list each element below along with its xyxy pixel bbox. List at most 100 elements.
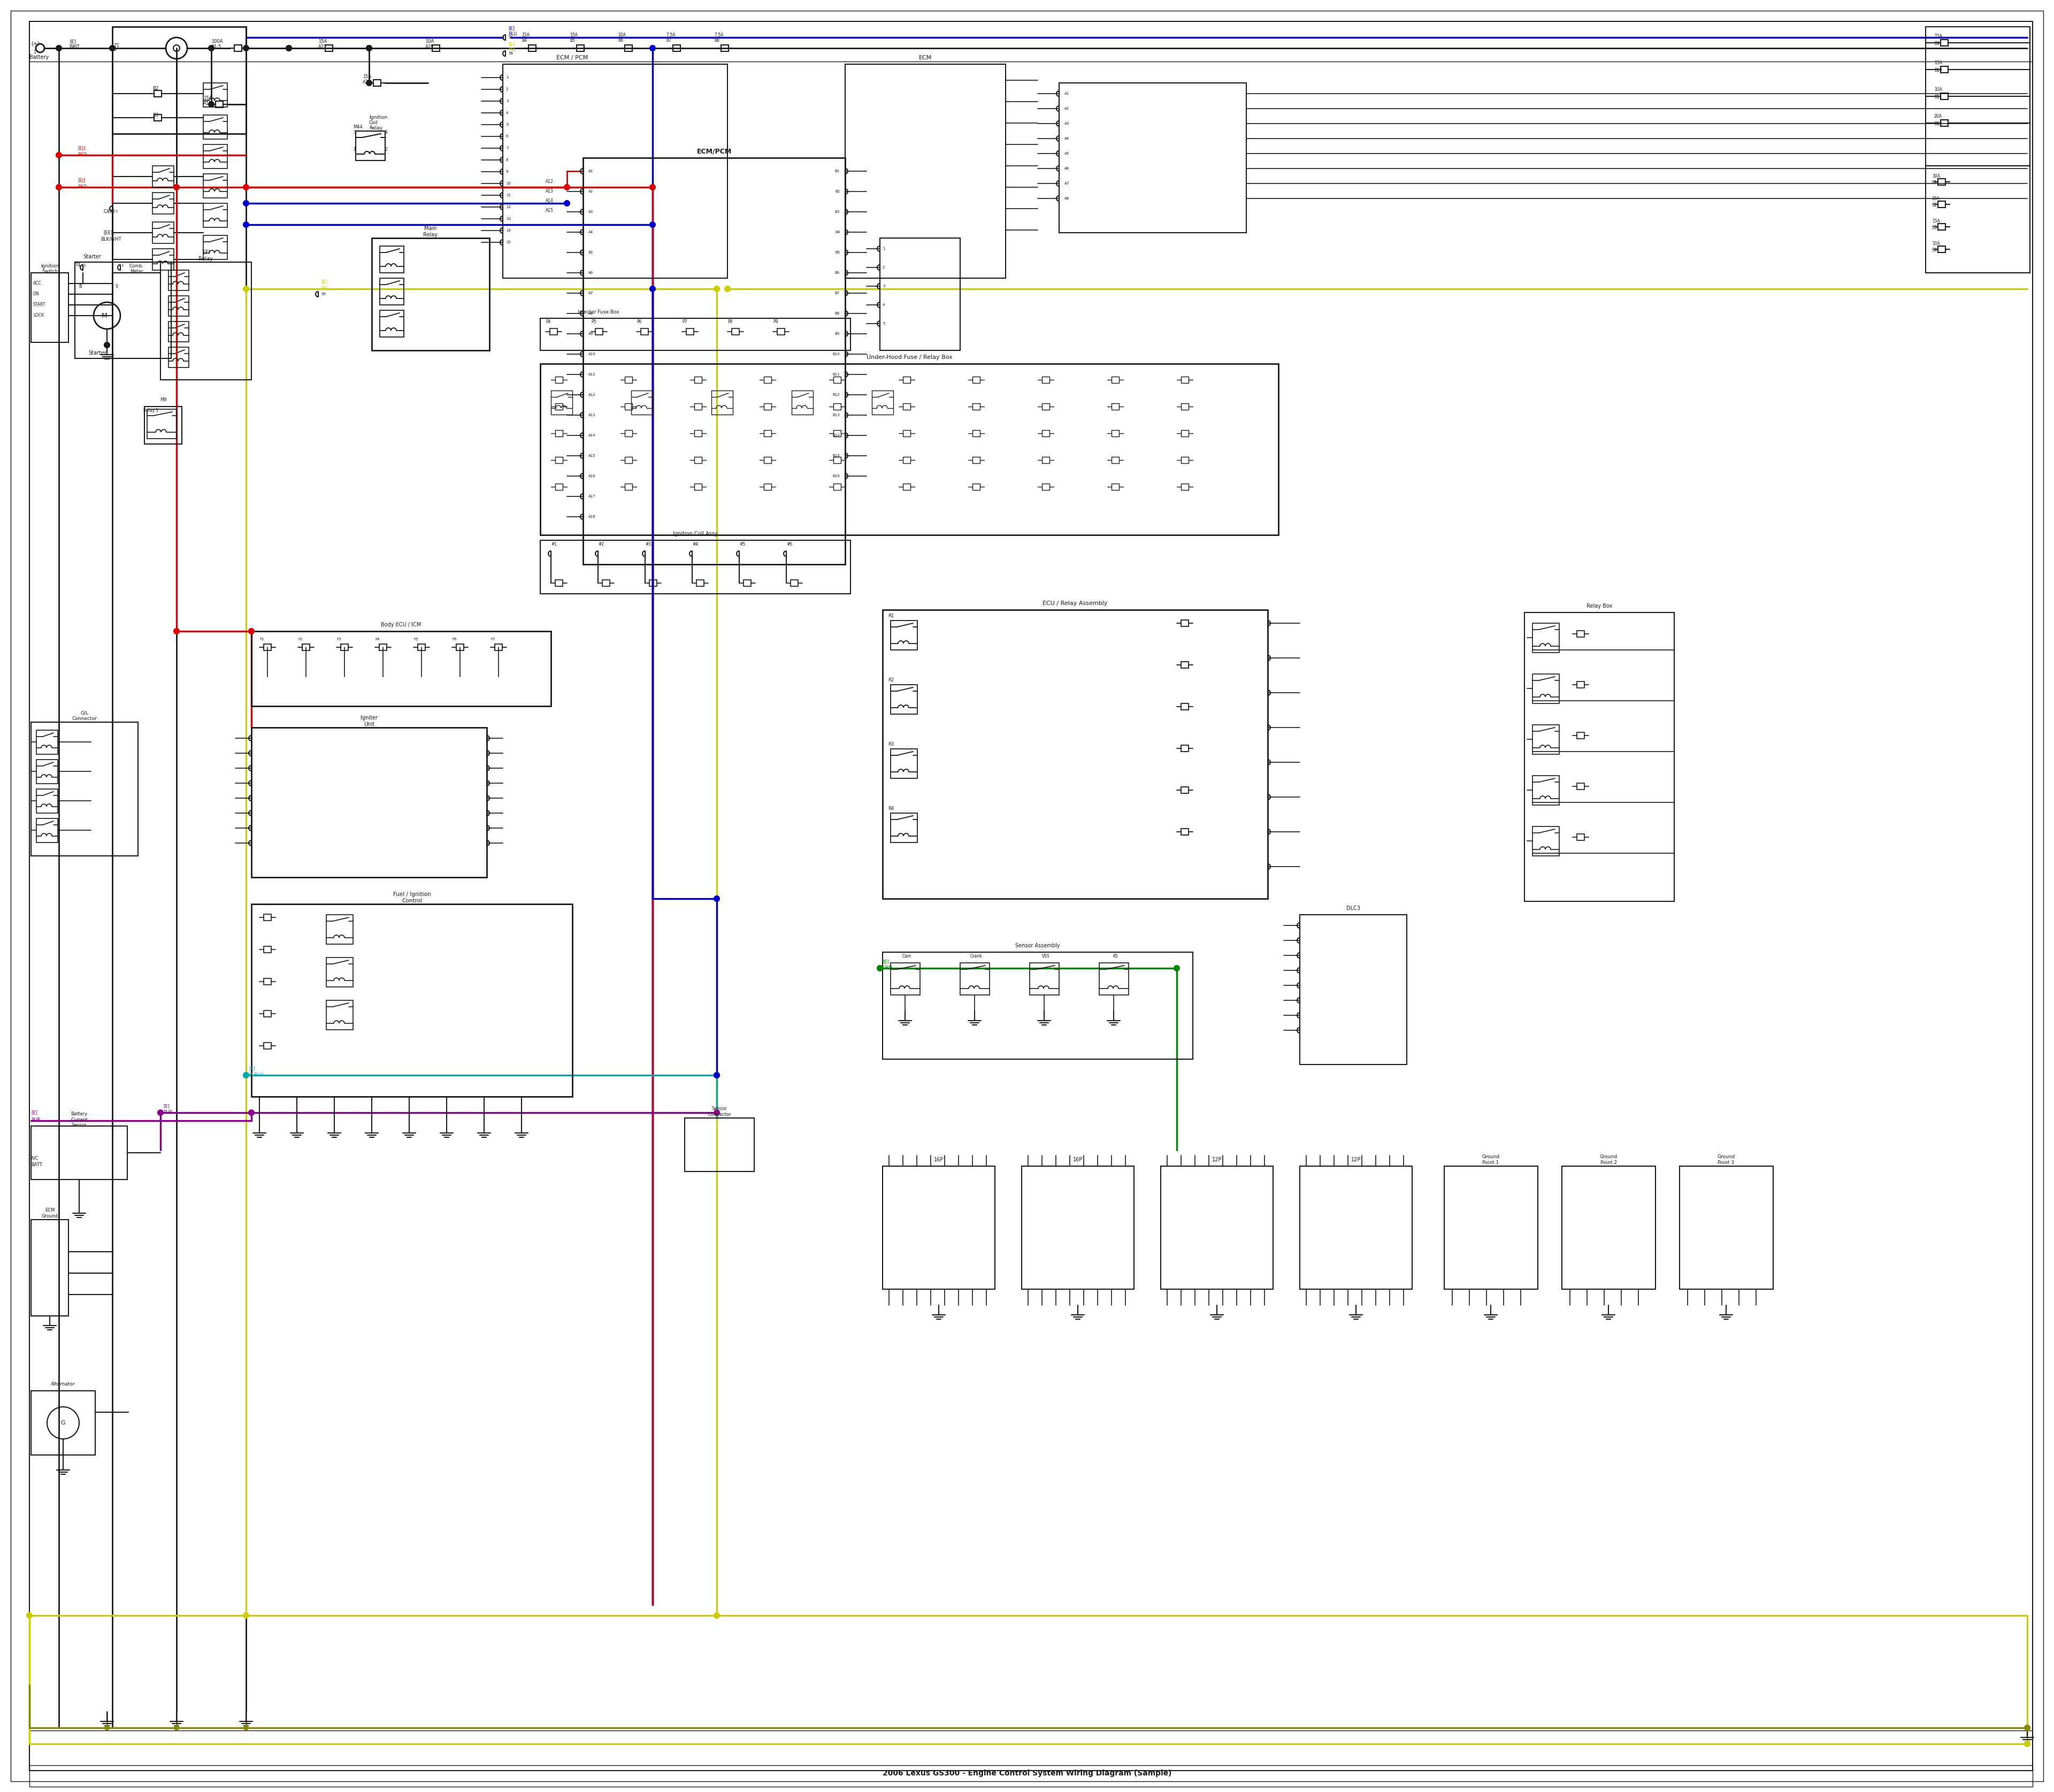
Bar bbox=[168, 271, 189, 290]
Text: 1: 1 bbox=[353, 147, 355, 152]
Text: A10: A10 bbox=[587, 353, 596, 357]
Text: 59: 59 bbox=[507, 36, 514, 39]
Text: KS: KS bbox=[1113, 953, 1117, 959]
Circle shape bbox=[649, 185, 655, 190]
Text: A18: A18 bbox=[587, 514, 596, 518]
Text: S: S bbox=[115, 283, 117, 289]
Text: Battery
Current
Sensor: Battery Current Sensor bbox=[70, 1111, 88, 1127]
Circle shape bbox=[244, 1726, 249, 1729]
Bar bbox=[883, 609, 1267, 898]
Bar bbox=[972, 403, 980, 410]
Text: 5: 5 bbox=[505, 124, 507, 125]
Text: R2: R2 bbox=[887, 677, 893, 683]
Text: Crank: Crank bbox=[969, 953, 982, 959]
Bar bbox=[684, 1118, 754, 1172]
Bar bbox=[834, 376, 840, 383]
Bar bbox=[602, 581, 610, 586]
Bar bbox=[263, 643, 271, 650]
Circle shape bbox=[242, 201, 249, 206]
Text: A29: A29 bbox=[425, 45, 433, 50]
Text: Coil: Coil bbox=[370, 120, 378, 125]
Bar bbox=[1937, 224, 1945, 229]
Text: BLK/WHT: BLK/WHT bbox=[101, 237, 121, 242]
Text: A/C: A/C bbox=[31, 1156, 39, 1161]
Bar bbox=[251, 903, 573, 1097]
Bar bbox=[160, 262, 251, 380]
Text: A3: A3 bbox=[587, 210, 594, 213]
Text: A2: A2 bbox=[587, 190, 594, 194]
Text: 10: 10 bbox=[505, 181, 511, 185]
Bar bbox=[1111, 484, 1119, 489]
Bar bbox=[372, 238, 489, 351]
Text: 4: 4 bbox=[883, 303, 885, 306]
Bar bbox=[904, 484, 910, 489]
Text: ECM / PCM: ECM / PCM bbox=[557, 56, 587, 61]
Bar bbox=[1099, 962, 1128, 995]
Bar bbox=[904, 403, 910, 410]
Bar bbox=[152, 222, 175, 244]
Circle shape bbox=[175, 185, 179, 190]
Bar bbox=[251, 631, 550, 706]
Text: A6: A6 bbox=[587, 271, 594, 274]
Text: B8: B8 bbox=[715, 38, 719, 43]
Text: B2: B2 bbox=[152, 86, 158, 91]
Bar bbox=[341, 643, 349, 650]
Bar bbox=[302, 643, 310, 650]
Text: RED: RED bbox=[78, 185, 86, 190]
Text: C1: C1 bbox=[1933, 181, 1937, 185]
Text: 15A: 15A bbox=[318, 39, 327, 45]
Bar bbox=[374, 79, 380, 86]
Text: F4: F4 bbox=[376, 638, 380, 642]
Text: [E]: [E] bbox=[883, 959, 889, 964]
Text: Relay 1: Relay 1 bbox=[144, 409, 158, 414]
Text: 30A: 30A bbox=[1933, 174, 1941, 179]
Text: PUR: PUR bbox=[31, 1116, 41, 1122]
Bar bbox=[1181, 661, 1189, 668]
Bar bbox=[1041, 403, 1050, 410]
Text: A13: A13 bbox=[587, 414, 596, 418]
Text: C3: C3 bbox=[1933, 226, 1937, 231]
Bar bbox=[555, 403, 563, 410]
Text: A7: A7 bbox=[1064, 181, 1070, 185]
Text: P6: P6 bbox=[637, 319, 641, 324]
Text: 3: 3 bbox=[353, 129, 355, 134]
Circle shape bbox=[175, 629, 179, 634]
Circle shape bbox=[649, 45, 655, 50]
Circle shape bbox=[366, 45, 372, 50]
Bar bbox=[251, 728, 487, 878]
Circle shape bbox=[2025, 1726, 2029, 1731]
Text: 20A: 20A bbox=[1933, 197, 1939, 201]
Bar bbox=[891, 685, 918, 715]
Bar bbox=[168, 321, 189, 342]
Text: #3: #3 bbox=[645, 543, 651, 547]
Text: #5: #5 bbox=[739, 543, 746, 547]
Circle shape bbox=[105, 1726, 109, 1729]
Bar bbox=[380, 246, 405, 272]
Bar bbox=[555, 376, 563, 383]
Text: RED: RED bbox=[78, 152, 86, 158]
Bar bbox=[37, 729, 58, 754]
Circle shape bbox=[649, 222, 655, 228]
Text: 59: 59 bbox=[320, 292, 327, 296]
Bar bbox=[31, 1125, 127, 1179]
Text: Ignition Coil Assy: Ignition Coil Assy bbox=[674, 530, 717, 536]
Bar bbox=[1181, 620, 1189, 627]
Bar bbox=[417, 643, 425, 650]
Text: 3: 3 bbox=[883, 285, 885, 289]
Bar bbox=[1041, 484, 1050, 489]
Text: [E]: [E] bbox=[162, 1104, 170, 1109]
Bar bbox=[641, 328, 649, 335]
Bar bbox=[1532, 674, 1559, 704]
Text: P9: P9 bbox=[772, 319, 778, 324]
Bar bbox=[540, 364, 1278, 536]
Bar bbox=[31, 722, 138, 857]
Text: A14: A14 bbox=[587, 434, 596, 437]
Text: B10: B10 bbox=[832, 353, 840, 357]
Bar bbox=[1111, 457, 1119, 464]
Text: C4: C4 bbox=[1933, 247, 1937, 253]
Bar bbox=[1021, 1167, 1134, 1288]
Text: Comb.: Comb. bbox=[129, 263, 144, 269]
Circle shape bbox=[366, 45, 372, 50]
Text: #1: #1 bbox=[550, 543, 557, 547]
Bar bbox=[1532, 624, 1559, 652]
